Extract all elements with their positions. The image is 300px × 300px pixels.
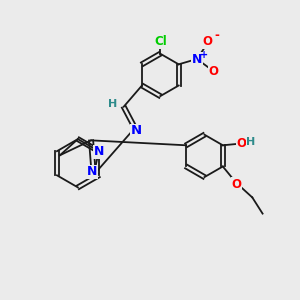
Text: O: O (232, 178, 242, 191)
Text: Cl: Cl (154, 35, 167, 48)
Text: +: + (200, 50, 208, 60)
Text: N: N (192, 52, 202, 65)
Text: N: N (94, 145, 104, 158)
Text: O: O (237, 137, 247, 150)
Text: -: - (214, 29, 219, 42)
Text: H: H (247, 137, 256, 147)
Text: N: N (87, 165, 98, 178)
Text: N: N (131, 124, 142, 137)
Text: O: O (202, 35, 212, 48)
Text: O: O (208, 65, 218, 79)
Text: H: H (108, 99, 117, 110)
